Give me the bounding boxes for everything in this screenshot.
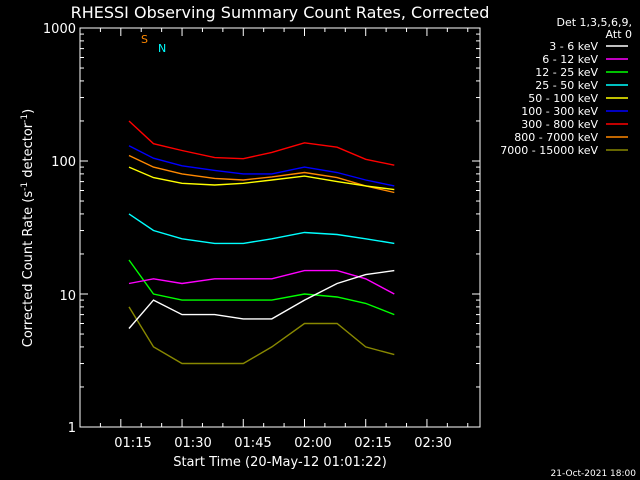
legend: Det 1,3,5,6,9, Att 0 3 - 6 keV 6 - 12 ke… [500,16,632,157]
y-axis-label-part: detector [21,122,36,182]
x-tick-label: 02:00 [294,436,331,451]
series-line [128,154,395,194]
flag-label-s: S [141,33,148,46]
x-axis-label: Start Time (20-May-12 01:01:22) [173,455,387,470]
legend-entry-label: 7000 - 15000 keV [500,144,598,157]
series-line [128,120,395,166]
legend-entry-label: 6 - 12 keV [542,53,598,66]
legend-entry-label: 100 - 300 keV [521,105,598,118]
timestamp: 21-Oct-2021 18:00 [551,469,637,479]
x-tick-labels: 01:15 01:30 01:45 02:00 02:15 02:30 [114,436,451,451]
y-tick-label: 100 [51,155,76,170]
x-tick-label: 01:45 [234,436,271,451]
series-line [128,259,395,316]
y-tick-labels: 1 10 100 1000 [43,22,76,436]
legend-entry-label: 50 - 100 keV [528,92,598,105]
legend-entry-label: 12 - 25 keV [535,66,598,79]
y-axis-label: Corrected Count Rate (s-1 detector-1) [20,109,36,347]
chart-title: RHESSI Observing Summary Count Rates, Co… [71,3,490,22]
legend-entry-label: 300 - 800 keV [521,118,598,131]
y-axis-label-superscript: -1 [20,182,30,191]
y-axis-label-part: ) [21,109,36,114]
x-tick-label: 02:15 [354,436,391,451]
legend-header-2: Att 0 [606,28,632,41]
plot-frame [79,27,481,428]
y-tick-label: 1000 [43,22,76,37]
series-line [128,166,395,191]
legend-entry-label: 25 - 50 keV [535,79,598,92]
y-tick-label: 1 [68,421,76,436]
legend-entry-label: 800 - 7000 keV [514,131,598,144]
series-line [128,306,395,365]
series-line [128,269,395,295]
x-tick-label: 02:30 [414,436,451,451]
series-line [128,269,395,329]
flag-label-n: N [158,42,166,55]
x-tick-label: 01:30 [174,436,211,451]
series-line [128,145,395,187]
legend-entry-label: 3 - 6 keV [549,40,598,53]
series-line [128,213,395,245]
y-axis-label-part: Corrected Count Rate (s [21,191,36,348]
y-axis-label-superscript: -1 [20,114,30,123]
y-tick-label: 10 [59,289,76,304]
legend-header-1: Det 1,3,5,6,9, [556,16,632,29]
x-tick-label: 01:15 [114,436,151,451]
